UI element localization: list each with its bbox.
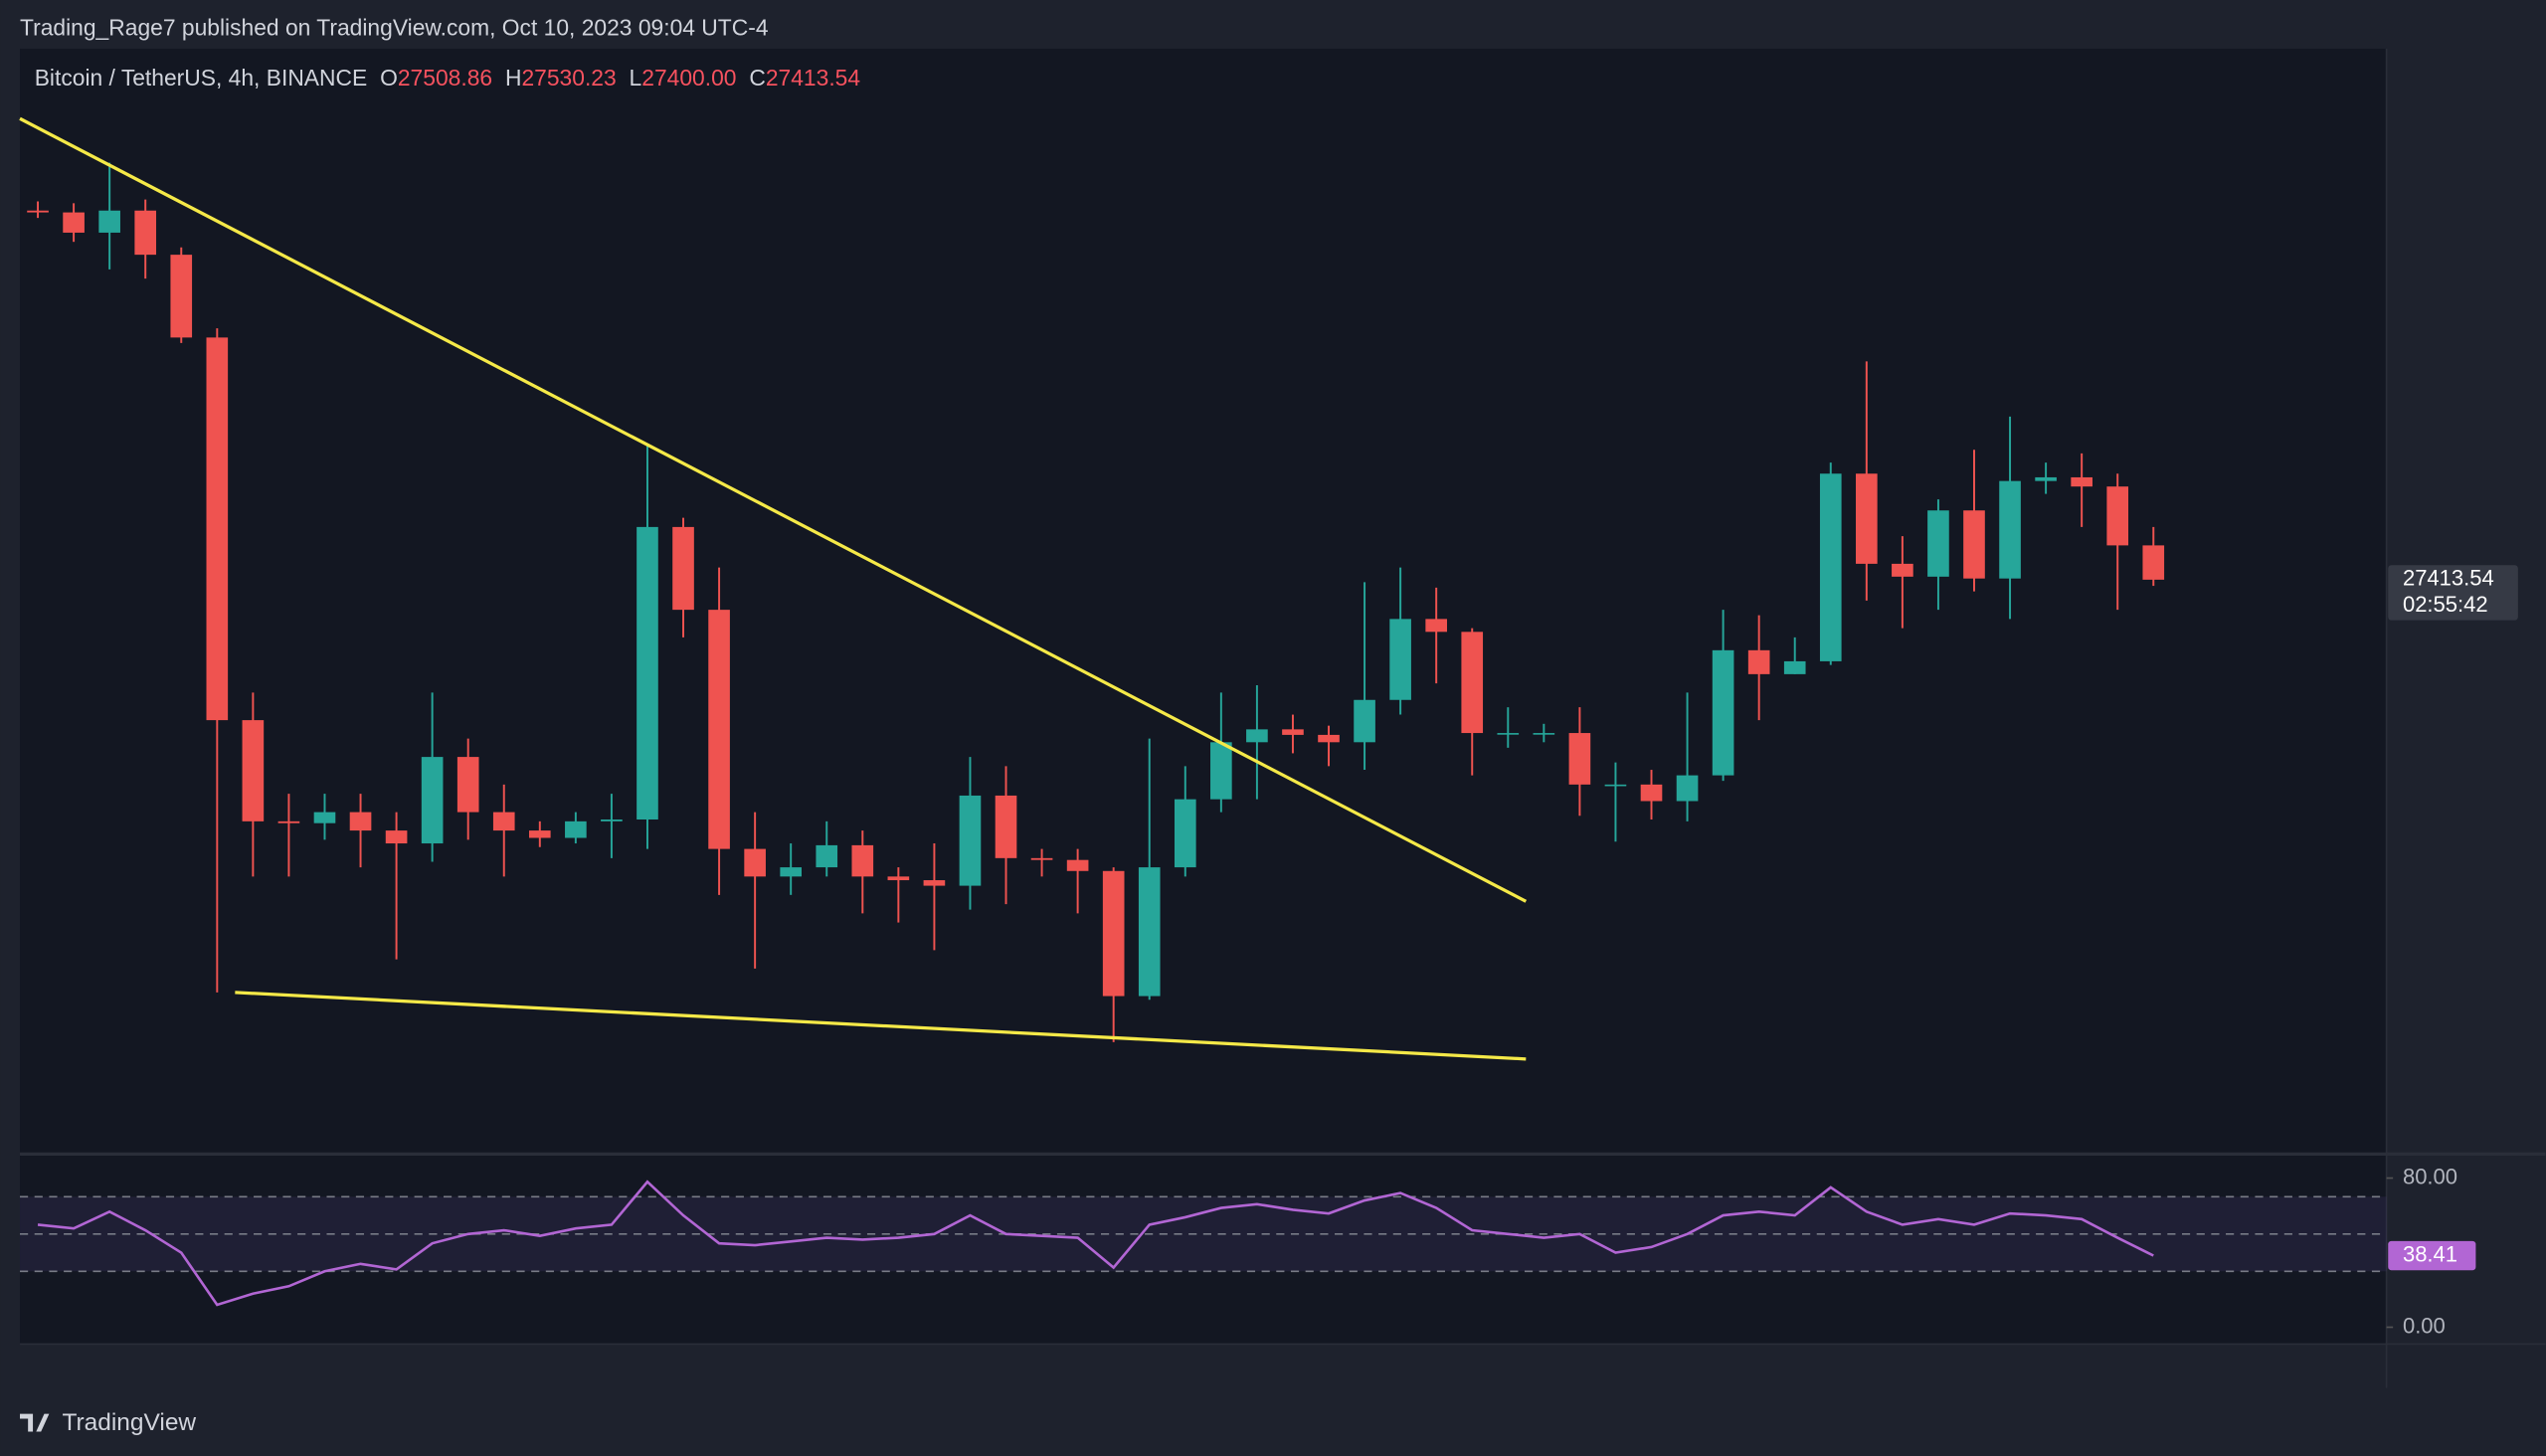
candle-body — [959, 795, 982, 886]
candle-body — [385, 830, 408, 844]
header: Trading_Rage7 published on TradingView.c… — [20, 14, 769, 40]
candle-body — [27, 210, 49, 213]
candle-body — [672, 526, 694, 611]
marks-layer — [19, 116, 2165, 1307]
candle-body — [1138, 867, 1161, 997]
candle-body — [1712, 649, 1734, 776]
trendline — [235, 991, 1527, 1061]
ohlc-value: 27508.86 — [398, 65, 492, 91]
candle-body — [1282, 729, 1304, 735]
symbol: Bitcoin / TetherUS, 4h, BINANCE — [35, 65, 368, 91]
countdown: 02:55:42 — [2403, 592, 2488, 617]
candle-body — [1533, 733, 1555, 735]
candle-body — [780, 867, 803, 877]
candle-body — [528, 830, 551, 838]
candle-body — [1389, 619, 1411, 700]
candle-body — [2142, 545, 2165, 580]
last-price-box — [2388, 565, 2518, 621]
candle-body — [1174, 799, 1196, 868]
candle-body — [1102, 870, 1125, 997]
candle-body — [1604, 784, 1627, 787]
candle-body — [206, 337, 229, 721]
rsi-tick-label: 80.00 — [2403, 1164, 2457, 1188]
candle-body — [313, 812, 336, 823]
candle-body — [98, 210, 120, 233]
rsi-tick-label: 0.00 — [2403, 1313, 2446, 1338]
candle-body — [421, 757, 444, 844]
candle-body — [923, 880, 946, 886]
candle-body — [1927, 510, 1949, 577]
candle-body — [170, 255, 193, 338]
candle-body — [1354, 699, 1375, 743]
candle-body — [2071, 476, 2092, 487]
rsi-value-box — [2388, 1240, 2476, 1271]
ohlc-key: H — [505, 65, 521, 91]
candle-body — [851, 844, 874, 877]
candle-body — [2106, 486, 2129, 546]
grid-layer — [20, 1177, 2394, 1329]
rsi-line — [37, 1180, 2154, 1307]
ohlc-key: O — [380, 65, 398, 91]
ohlc-key: C — [749, 65, 766, 91]
candle-body — [242, 720, 265, 821]
candle-body — [1676, 775, 1699, 802]
candle-body — [1819, 473, 1842, 661]
candle-body — [456, 757, 479, 813]
candle-body — [1461, 632, 1484, 734]
candle-body — [1783, 660, 1806, 674]
ohlc-value: 27530.23 — [521, 65, 616, 91]
logo-icon — [20, 1413, 50, 1432]
trendline — [19, 116, 1528, 903]
candle-body — [2035, 476, 2057, 481]
footer-logo: TradingView — [20, 1409, 196, 1436]
candle-body — [1747, 649, 1770, 674]
candle-body — [816, 844, 838, 868]
candle-body — [1210, 742, 1232, 800]
candle-body — [1497, 733, 1520, 735]
candle-body — [63, 212, 85, 233]
candle-body — [1568, 733, 1591, 785]
candle-body — [134, 210, 157, 256]
candle-body — [636, 526, 658, 819]
candle-body — [1425, 619, 1447, 633]
candle-body — [1892, 563, 1913, 577]
candle-body — [349, 812, 372, 831]
candle-body — [744, 848, 766, 877]
candle-body — [565, 820, 587, 838]
plot-area — [20, 48, 2387, 1345]
candle-body — [492, 812, 515, 831]
ohlc-value: 27400.00 — [641, 65, 736, 91]
candle-body — [1999, 480, 2021, 579]
last-price-label: 27413.54 — [2403, 566, 2494, 591]
candle-body — [887, 876, 910, 881]
candle-body — [1030, 857, 1053, 860]
candle-body — [277, 820, 300, 823]
candle-body — [995, 795, 1017, 858]
candle-body — [1246, 729, 1268, 743]
footer-brand: TradingView — [62, 1409, 196, 1436]
candle-body — [1963, 510, 1985, 579]
candle-body — [1856, 473, 1878, 564]
ohlc-value: 27413.54 — [766, 65, 861, 91]
candle-body — [1318, 734, 1340, 743]
ohlc-key: L — [630, 65, 642, 91]
candle-body — [1640, 784, 1663, 802]
rsi-value-label: 38.41 — [2403, 1241, 2457, 1266]
candle-body — [708, 610, 730, 849]
candle-body — [1066, 859, 1089, 871]
legend: Bitcoin / TetherUS, 4h, BINANCE O27508.8… — [35, 65, 861, 91]
candle-body — [601, 819, 623, 821]
